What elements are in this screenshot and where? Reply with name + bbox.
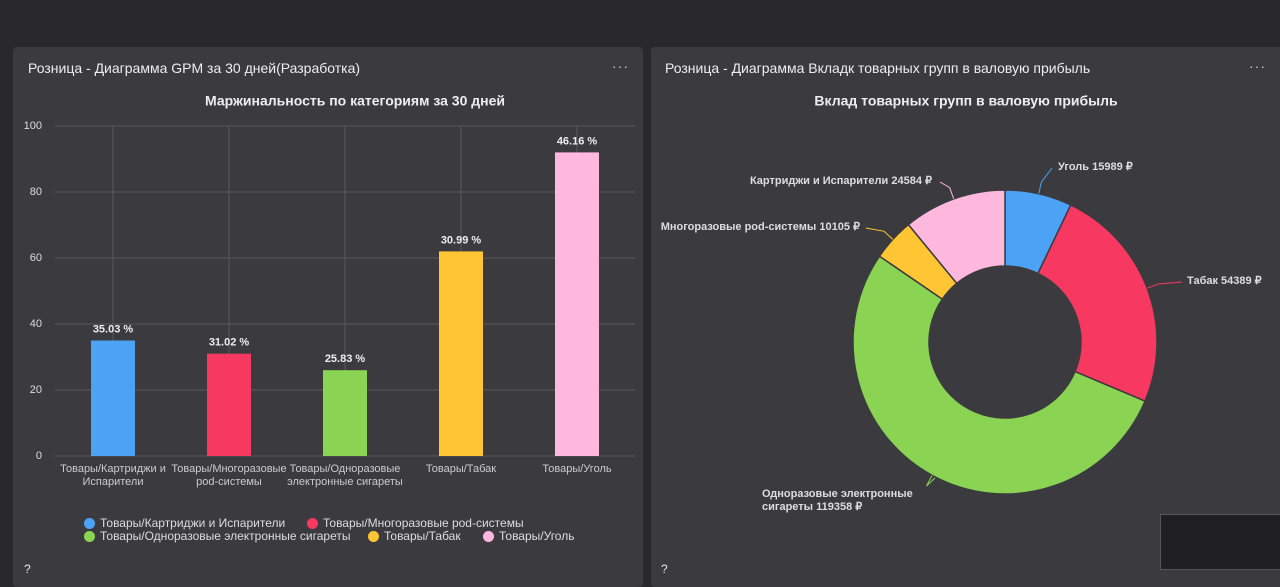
y-tick-label: 80	[30, 186, 42, 198]
data-label: Табак 54389 ₽	[1187, 275, 1262, 287]
legend-dot	[84, 531, 95, 542]
bar	[207, 353, 251, 456]
panel-title: Розница - Диаграмма Вкладк товарных груп…	[665, 60, 1091, 76]
x-tick-label: Товары/Уголь	[542, 463, 612, 475]
bar-label: 46.16 %	[557, 135, 598, 147]
legend-dot	[368, 531, 379, 542]
y-tick-label: 40	[30, 318, 42, 330]
connector	[1038, 167, 1053, 194]
legend-label: Товары/Уголь	[499, 529, 575, 543]
data-label: Многоразовые pod-системы 10105 ₽	[660, 221, 860, 233]
menu-button[interactable]: ···	[612, 58, 629, 74]
donut-slice	[852, 255, 1147, 495]
legend-dot	[307, 518, 318, 529]
connector	[1146, 281, 1183, 289]
charts: Маржинальность по категориям за 30 дней 0…	[24, 93, 1183, 495]
donut-slice	[907, 189, 1006, 285]
x-tick-label: Товары/Одноразовые электронные сигареты	[287, 463, 403, 488]
menu-button[interactable]: ···	[1249, 58, 1266, 74]
legend-label: Товары/Одноразовые электронные сигареты	[100, 529, 351, 543]
donut-slice	[1036, 203, 1158, 403]
bar	[323, 370, 367, 456]
bar	[439, 251, 483, 456]
y-tick-label: 100	[24, 120, 42, 132]
y-tick-label: 20	[30, 384, 42, 396]
legend-dot	[84, 518, 95, 529]
bar	[555, 152, 599, 456]
chart-title: Вклад товарных групп в валовую прибыль	[814, 93, 1118, 109]
thumbnail[interactable]	[1160, 514, 1280, 570]
bar	[91, 340, 135, 456]
data-label: Картриджи и Испарители 24584 ₽	[749, 175, 932, 187]
x-tick-label: Товары/Картриджи и Испарители	[60, 463, 166, 488]
bar-label: 35.03 %	[93, 323, 134, 335]
chart-title: Маржинальность по категориям за 30 дней	[205, 93, 505, 109]
y-tick-label: 0	[36, 450, 42, 462]
legend-dot	[483, 531, 494, 542]
data-label: Одноразовые электронные сигареты 119358 …	[762, 488, 913, 513]
y-tick-label: 60	[30, 252, 42, 264]
legend-label: Товары/Многоразовые pod-системы	[323, 516, 524, 530]
bar-label: 31.02 %	[209, 337, 250, 349]
help-icon[interactable]: ?	[661, 562, 668, 576]
bar-label: 30.99 %	[441, 234, 482, 246]
connector	[939, 181, 955, 200]
bar-label: 25.83 %	[325, 353, 366, 365]
x-tick-label: Товары/Многоразовые pod-системы	[171, 463, 287, 488]
connector	[925, 475, 936, 487]
x-tick-label: Товары/Табак	[425, 463, 497, 475]
data-label: Уголь 15989 ₽	[1058, 161, 1133, 173]
panel	[651, 47, 1280, 587]
connector	[865, 227, 894, 240]
panel-title: Розница - Диаграмма GPM за 30 дней(Разра…	[28, 60, 361, 76]
help-icon[interactable]: ?	[24, 562, 31, 576]
page: Розница - Диаграмма GPM за 30 дней(Разра…	[13, 47, 1280, 587]
legend-label: Товары/Табак	[384, 529, 461, 543]
legend-label: Товары/Картриджи и Испарители	[100, 516, 286, 530]
panel	[13, 47, 643, 587]
